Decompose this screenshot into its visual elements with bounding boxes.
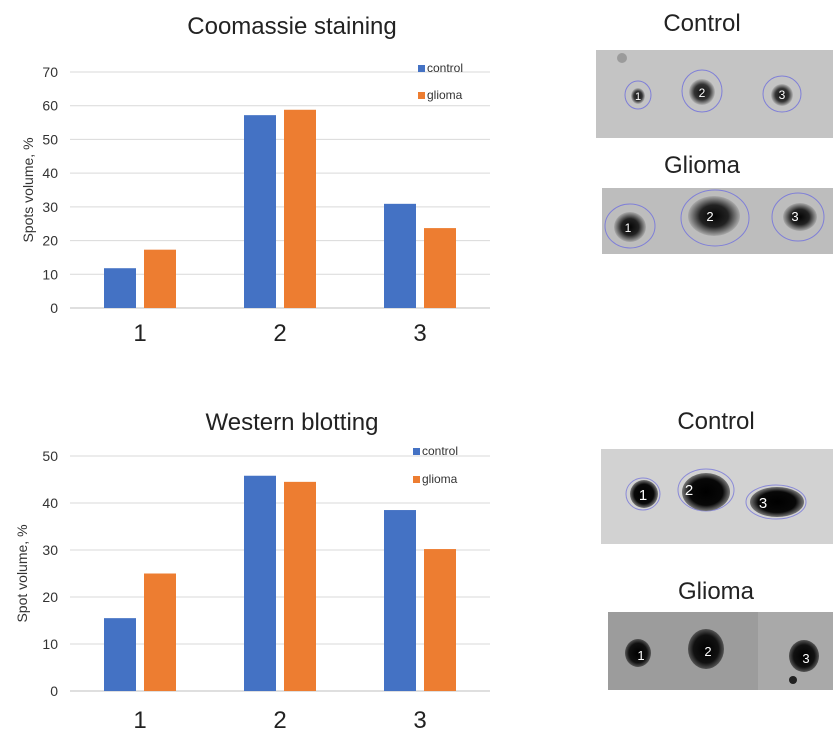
y-tick-label: 50 — [42, 448, 58, 464]
x-tick-label: 1 — [133, 707, 146, 731]
legend-swatch-glioma — [413, 476, 420, 483]
bar-control-3 — [384, 203, 416, 308]
legend-swatch-control — [418, 65, 425, 72]
blot-image-western-glioma: 1 2 3 — [608, 612, 833, 690]
y-tick-label: 30 — [42, 542, 58, 558]
blot-spot-3 — [771, 84, 793, 106]
bar-glioma-2 — [284, 481, 316, 691]
blot-spot-label-1: 1 — [637, 648, 644, 663]
y-axis-label: Spots volume, % — [20, 137, 36, 242]
blot-title-western-glioma: Glioma — [677, 578, 755, 605]
y-tick-label: 20 — [42, 233, 58, 249]
legend-swatch-control — [413, 448, 420, 455]
legend-label-control: control — [422, 444, 458, 458]
blot-spot-2 — [688, 629, 724, 669]
chart-title: Coomassie staining — [187, 13, 396, 40]
y-tick-label: 20 — [42, 589, 58, 605]
blot-spot-1 — [625, 639, 651, 667]
chart-1: Coomassie staining Spots volume, % 0 10 20 30… — [20, 13, 490, 347]
blot-title-coomassie-glioma: Glioma — [663, 152, 741, 179]
y-tick-label: 60 — [42, 98, 58, 114]
y-tick-label: 10 — [42, 636, 58, 652]
x-tick-label: 2 — [273, 320, 286, 347]
chart-2: Western blotting Spot volume, % 0 10 20 30 40 5… — [14, 409, 490, 731]
blot-spot-label-1: 1 — [635, 91, 641, 103]
bar-glioma-3 — [424, 228, 456, 308]
legend-label-glioma: glioma — [422, 472, 458, 486]
y-tick-label: 0 — [50, 683, 58, 699]
blot-spot-3 — [789, 640, 819, 672]
bar-control-2 — [244, 475, 276, 691]
x-tick-label: 3 — [413, 320, 426, 347]
blot-spot-label-2: 2 — [699, 86, 706, 100]
blot-spot-label-1: 1 — [639, 487, 647, 504]
bar-glioma-2 — [284, 109, 316, 308]
blot-title-coomassie-control: Control — [663, 10, 741, 37]
legend-swatch-glioma — [418, 92, 425, 99]
blot-spot-label-2: 2 — [685, 482, 693, 499]
blot-spot-label-3: 3 — [791, 209, 798, 224]
blot-spot-3 — [783, 203, 817, 231]
y-tick-label: 10 — [42, 266, 58, 282]
blot-spot-label-3: 3 — [802, 651, 809, 666]
blot-image-coomassie-glioma: 1 2 3 — [602, 188, 833, 254]
blot-spot-1 — [630, 480, 658, 508]
y-tick-label: 40 — [42, 495, 58, 511]
chart-title: Western blotting — [206, 409, 379, 436]
bar-glioma-1 — [144, 573, 176, 691]
y-tick-label: 40 — [42, 165, 58, 181]
blot-image-coomassie-control: 1 2 3 — [596, 50, 833, 138]
y-tick-label: 70 — [42, 64, 58, 80]
y-tick-label: 30 — [42, 199, 58, 215]
blot-image-western-control: 1 2 3 — [601, 449, 833, 544]
y-tick-label: 0 — [50, 300, 58, 316]
blot-spot-label-2: 2 — [704, 644, 711, 659]
blot-spot-label-1: 1 — [625, 221, 632, 235]
blot-spot-3 — [750, 487, 804, 517]
bar-control-1 — [104, 268, 136, 308]
legend-label-glioma: glioma — [427, 88, 463, 102]
blot-spot-label-3: 3 — [779, 88, 786, 102]
blot-spot-2 — [689, 79, 715, 105]
blot-title-western-control: Control — [677, 408, 755, 435]
bar-control-3 — [384, 510, 416, 691]
x-tick-label: 3 — [413, 707, 426, 731]
bar-control-2 — [244, 115, 276, 308]
y-axis-label: Spot volume, % — [14, 524, 30, 622]
bar-glioma-3 — [424, 549, 456, 691]
blot-spot-label-3: 3 — [759, 495, 767, 512]
blot-spot-label-2: 2 — [706, 209, 713, 224]
x-tick-label: 1 — [133, 320, 146, 347]
y-tick-label: 50 — [42, 131, 58, 147]
blot-spot-2 — [682, 473, 730, 511]
bar-glioma-1 — [144, 249, 176, 308]
blot-spot-1 — [631, 88, 645, 104]
bar-control-1 — [104, 618, 136, 691]
blot-spot-1 — [614, 212, 646, 242]
x-tick-label: 2 — [273, 707, 286, 731]
blot-spot-2 — [688, 196, 740, 236]
legend-label-control: control — [427, 61, 463, 75]
